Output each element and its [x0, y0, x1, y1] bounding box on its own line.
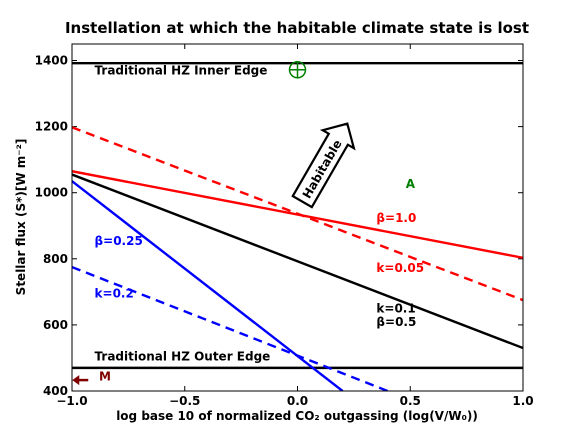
y-tick-label: 1200	[35, 120, 68, 134]
series-lines	[72, 61, 523, 391]
inner-edge-label: Traditional HZ Inner Edge	[95, 64, 268, 78]
outer-edge-label: Traditional HZ Outer Edge	[95, 350, 271, 364]
markers	[72, 61, 307, 386]
x-tick-label: −1.0	[56, 394, 87, 408]
axis-ticks: −1.0 −0.5 0.0 0.5 1.0 400 600 800 1000 1200 1400	[35, 44, 534, 408]
a-label: A	[406, 177, 416, 191]
x-tick-label: 0.5	[400, 394, 421, 408]
blue-beta-label: β=0.25	[95, 234, 143, 248]
m-label: M	[99, 369, 111, 383]
arrow-outline	[291, 122, 356, 209]
y-tick-label: 800	[43, 252, 68, 266]
y-tick-label: 1400	[35, 54, 68, 68]
series-line-black	[72, 173, 523, 350]
chart-title: Instellation at which the habitable clim…	[65, 19, 529, 37]
red-beta-label: β=1.0	[376, 211, 416, 225]
x-tick-label: 1.0	[512, 394, 533, 408]
y-tick-label: 1000	[35, 186, 68, 200]
plot-frame	[71, 43, 524, 392]
black-beta-label: β=0.5	[376, 315, 416, 329]
annotations: Traditional HZ Inner Edge Traditional HZ …	[95, 64, 425, 384]
m-arrow-head-icon	[72, 375, 80, 386]
series-line-blue-k	[72, 265, 389, 391]
habitable-arrow-shape: Habitable	[291, 122, 356, 209]
x-axis-label: log base 10 of normalized CO₂ outgassing…	[116, 409, 478, 423]
black-k-label: k=0.1	[376, 302, 415, 316]
y-tick-label: 400	[43, 384, 68, 398]
y-axis-label: Stellar flux (S*)[W m⁻²]	[14, 139, 28, 296]
x-tick-label: 0.0	[287, 394, 308, 408]
blue-k-label: k=0.2	[95, 286, 134, 300]
y-tick-label: 600	[43, 318, 68, 332]
habitable-arrow: Habitable	[291, 122, 356, 209]
x-tick-label: −0.5	[169, 394, 200, 408]
red-k-label: k=0.05	[376, 261, 424, 275]
series-line-red-k	[72, 126, 523, 302]
